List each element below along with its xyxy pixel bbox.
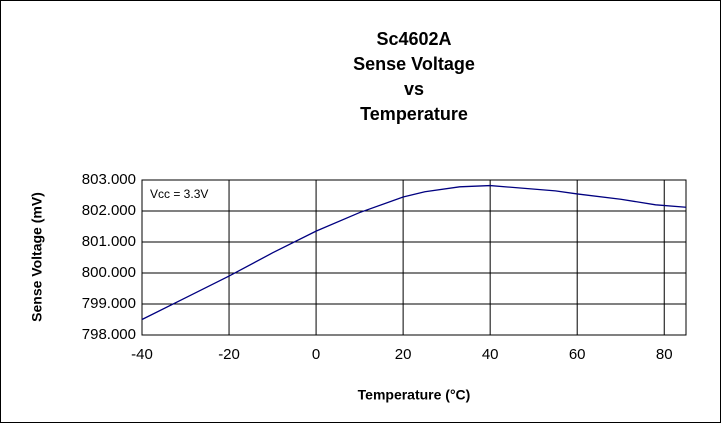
- x-tick-label: 80: [656, 346, 673, 363]
- y-tick-label: 802.000: [82, 202, 136, 219]
- x-axis-label: Temperature (°C): [358, 387, 471, 403]
- chart-title: Temperature: [360, 104, 468, 124]
- plot-area: [141, 179, 687, 336]
- x-tick-label: 0: [312, 346, 320, 363]
- x-tick-label: -40: [131, 346, 153, 363]
- y-tick-label: 798.000: [82, 326, 136, 343]
- chart-title: Sc4602A: [376, 29, 451, 49]
- y-axis-label: Sense Voltage (mV): [29, 192, 45, 322]
- x-tick-label: -20: [218, 346, 240, 363]
- y-tick-label: 803.000: [82, 171, 136, 188]
- y-tick-label: 801.000: [82, 233, 136, 250]
- chart-title: Sense Voltage: [353, 54, 475, 74]
- x-tick-label: 20: [395, 346, 412, 363]
- x-tick-label: 40: [482, 346, 499, 363]
- data-line: [141, 184, 687, 321]
- x-tick-label: 60: [569, 346, 586, 363]
- y-tick-label: 800.000: [82, 264, 136, 281]
- chart-title: vs: [404, 79, 424, 99]
- y-tick-label: 799.000: [82, 295, 136, 312]
- annotation: Vcc = 3.3V: [150, 187, 208, 201]
